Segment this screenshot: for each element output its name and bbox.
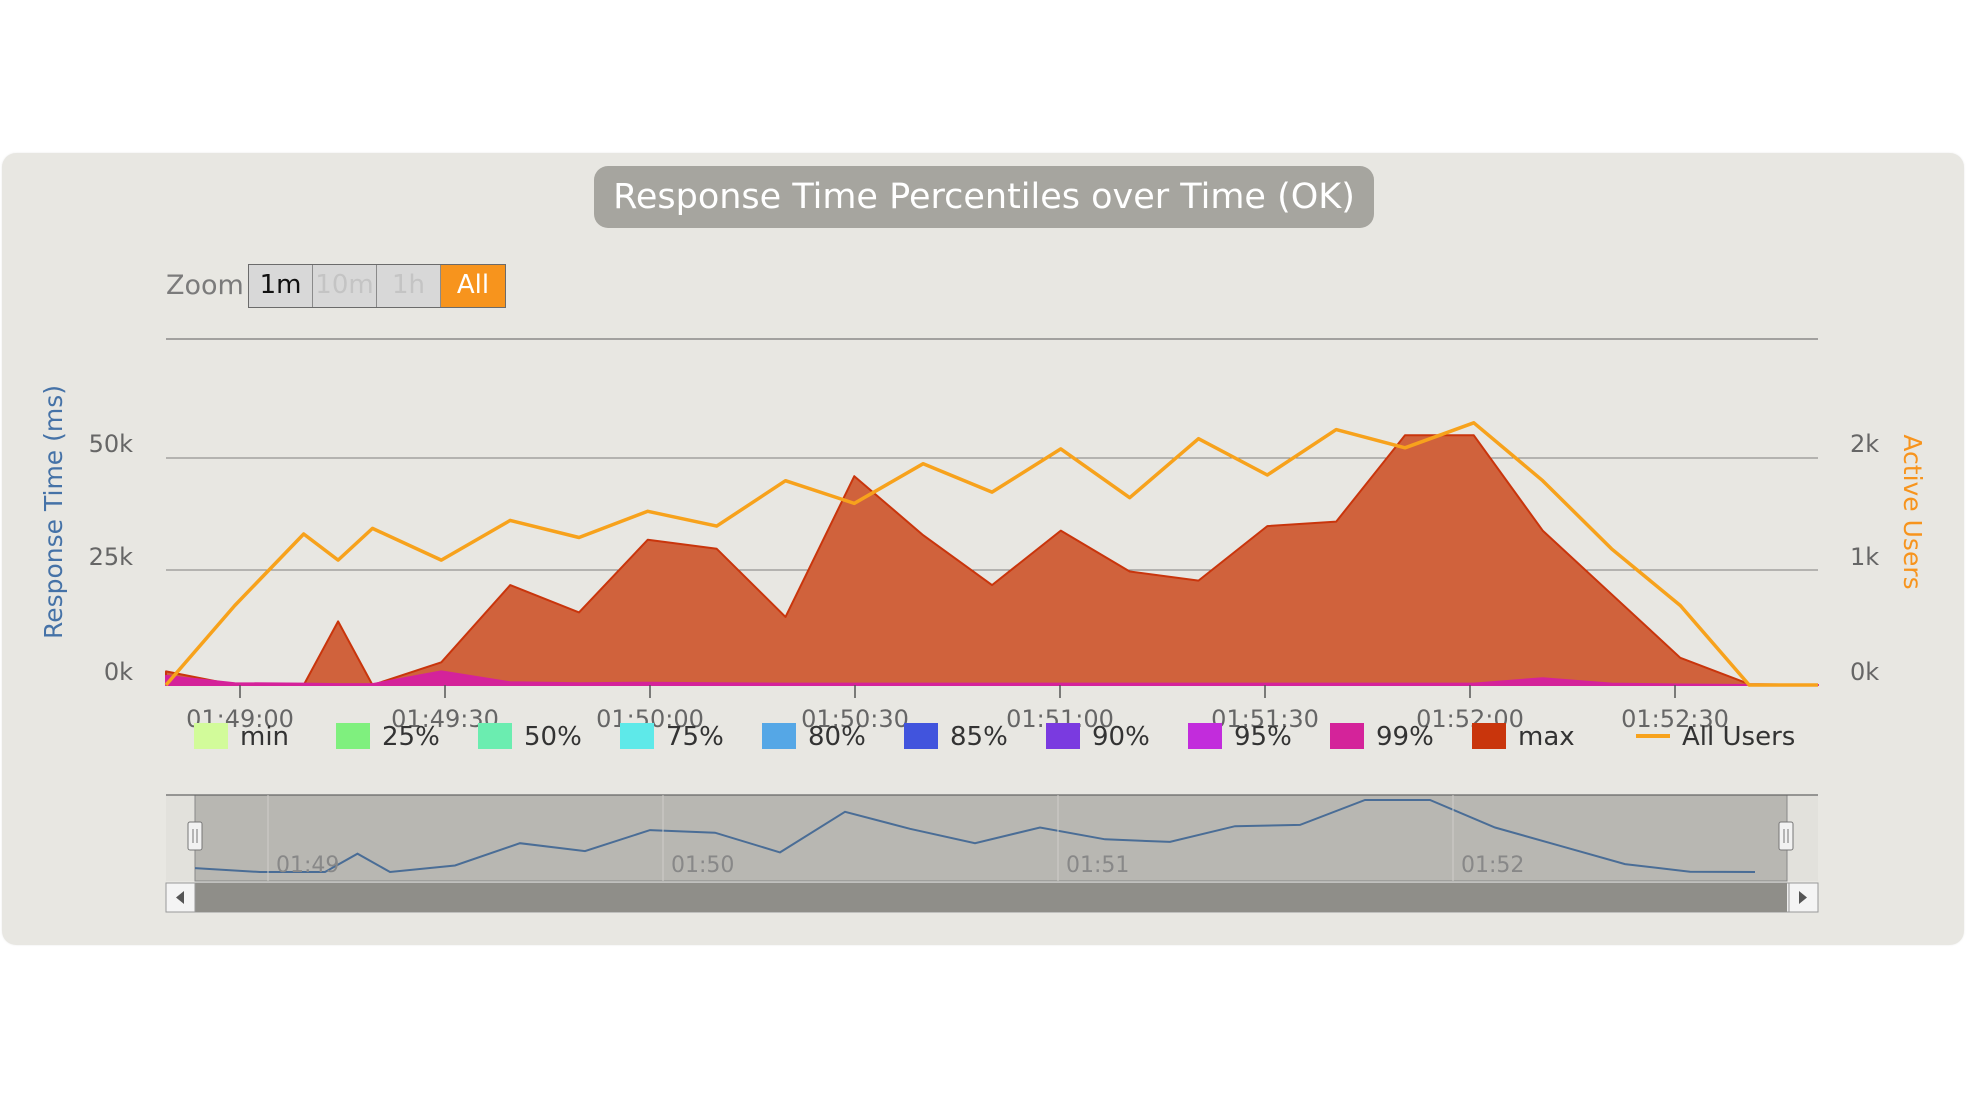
y-left-tick-50k: 50k xyxy=(89,430,134,458)
series-99pct-area xyxy=(165,670,1819,686)
legend-item-all-users[interactable]: All Users xyxy=(1636,722,1795,752)
series-layer xyxy=(164,421,1819,687)
chart-title: Response Time Percentiles over Time (OK) xyxy=(594,166,1374,228)
legend-item-95pct[interactable]: 95% xyxy=(1188,722,1292,752)
navigator-lines: 01:49 01:50 01:51 01:52 xyxy=(194,795,1756,881)
y-right-tick-0k: 0k xyxy=(1850,658,1879,686)
y-right-tick-1k: 1k xyxy=(1850,543,1879,571)
legend-item-90pct[interactable]: 90% xyxy=(1046,722,1150,752)
y-left-tick-0k: 0k xyxy=(104,658,133,686)
y-right-axis-label: Active Users xyxy=(1898,434,1927,589)
legend-swatch xyxy=(904,723,938,749)
zoom-1m-button[interactable]: 1m xyxy=(249,265,313,307)
legend-label: 95% xyxy=(1234,722,1292,752)
chevron-left-icon xyxy=(176,891,184,904)
legend-item-50pct[interactable]: 50% xyxy=(478,722,582,752)
navigator-series-line xyxy=(194,799,1756,874)
legend-label: All Users xyxy=(1682,722,1795,752)
chevron-right-icon xyxy=(1799,891,1807,904)
series-all-users-line xyxy=(164,421,1818,687)
legend-swatch xyxy=(1188,723,1222,749)
series-max-area xyxy=(165,434,1819,686)
legend-item-max[interactable]: max xyxy=(1472,722,1575,752)
navigator-left-handle[interactable] xyxy=(187,821,203,851)
y-left-tick-25k: 25k xyxy=(89,543,134,571)
legend-item-min[interactable]: min xyxy=(194,722,289,752)
legend-item-75pct[interactable]: 75% xyxy=(620,722,724,752)
zoom-10m-button[interactable]: 10m xyxy=(313,265,377,307)
legend-swatch xyxy=(1046,723,1080,749)
zoom-1h-button[interactable]: 1h xyxy=(377,265,441,307)
legend-label: 50% xyxy=(524,722,582,752)
y-left-axis-label: Response Time (ms) xyxy=(39,385,68,639)
legend-item-85pct[interactable]: 85% xyxy=(904,722,1008,752)
legend-swatch xyxy=(620,723,654,749)
legend-item-25pct[interactable]: 25% xyxy=(336,722,440,752)
navigator-tick-label: 01:50 xyxy=(671,853,734,878)
legend-label: min xyxy=(240,722,289,752)
zoom-label: Zoom xyxy=(166,270,244,301)
legend-label: 99% xyxy=(1376,722,1434,752)
legend-label: 90% xyxy=(1092,722,1150,752)
x-tick-label: 01:50:30 xyxy=(801,705,909,733)
legend: min 25% 50% 75% 80% 85% 90% 95% 99% max All Users xyxy=(194,722,1795,752)
zoom-all-button[interactable]: All xyxy=(441,265,505,307)
navigator-selection[interactable] xyxy=(194,794,1788,882)
legend-swatch xyxy=(762,723,796,749)
legend-swatch xyxy=(336,723,370,749)
scrollbar-thumb[interactable] xyxy=(195,883,1787,912)
scroll-right-button[interactable] xyxy=(1788,882,1819,913)
navigator-tick-label: 01:52 xyxy=(1461,853,1524,878)
legend-item-99pct[interactable]: 99% xyxy=(1330,722,1434,752)
legend-swatch xyxy=(1472,723,1506,749)
x-tick-label: 01:51:30 xyxy=(1211,705,1319,733)
x-ticks: 01:49:00 01:49:30 01:50:00 01:50:30 01:51:00… xyxy=(186,685,1729,733)
legend-label: 75% xyxy=(666,722,724,752)
scroll-left-button[interactable] xyxy=(165,882,196,913)
y-right-tick-2k: 2k xyxy=(1850,430,1879,458)
legend-swatch xyxy=(194,723,228,749)
x-tick-label: 01:52:30 xyxy=(1621,705,1729,733)
legend-swatch xyxy=(478,723,512,749)
legend-item-80pct[interactable]: 80% xyxy=(762,722,866,752)
legend-label: 80% xyxy=(808,722,866,752)
zoom-buttons: 1m 10m 1h All xyxy=(248,264,506,308)
legend-label: 25% xyxy=(382,722,440,752)
navigator-right-handle[interactable] xyxy=(1778,821,1794,851)
navigator-tick-label: 01:49 xyxy=(276,853,339,878)
legend-label: 85% xyxy=(950,722,1008,752)
navigator-tick-label: 01:51 xyxy=(1066,853,1129,878)
legend-label: max xyxy=(1518,722,1575,752)
legend-swatch xyxy=(1330,723,1364,749)
